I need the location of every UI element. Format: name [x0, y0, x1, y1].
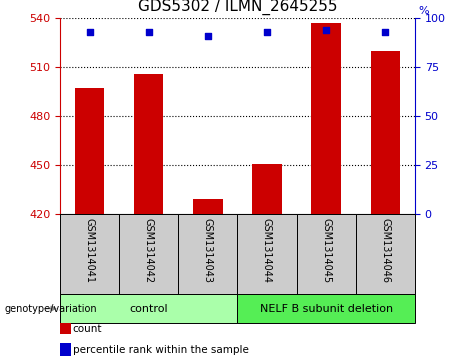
Bar	[75, 89, 104, 214]
Bar	[356, 214, 415, 294]
Text: NELF B subunit deletion: NELF B subunit deletion	[260, 303, 393, 314]
Point	[204, 33, 212, 39]
Bar	[134, 74, 164, 214]
Text: genotype/variation: genotype/variation	[5, 303, 97, 314]
Point	[86, 29, 93, 35]
Bar	[252, 164, 282, 214]
Text: control: control	[130, 303, 168, 314]
Text: count: count	[73, 323, 102, 334]
Bar	[237, 294, 415, 323]
Text: GSM1314046: GSM1314046	[380, 218, 390, 283]
Text: GSM1314043: GSM1314043	[203, 218, 213, 283]
Text: %: %	[419, 6, 429, 16]
Bar	[296, 214, 356, 294]
Point	[263, 29, 271, 35]
Point	[145, 29, 152, 35]
Text: percentile rank within the sample: percentile rank within the sample	[73, 345, 248, 355]
Text: GSM1314045: GSM1314045	[321, 218, 331, 283]
Bar	[311, 23, 341, 214]
Point	[382, 29, 389, 35]
Bar	[178, 214, 237, 294]
Bar	[119, 214, 178, 294]
Bar	[371, 51, 400, 214]
Bar	[193, 200, 223, 214]
Bar	[237, 214, 296, 294]
Text: GSM1314041: GSM1314041	[84, 218, 95, 283]
Bar	[60, 343, 71, 356]
Title: GDS5302 / ILMN_2645255: GDS5302 / ILMN_2645255	[138, 0, 337, 15]
Bar	[60, 321, 71, 334]
Bar	[60, 294, 237, 323]
Point	[322, 27, 330, 33]
Text: GSM1314042: GSM1314042	[144, 218, 154, 283]
Bar	[60, 214, 119, 294]
Text: GSM1314044: GSM1314044	[262, 218, 272, 283]
